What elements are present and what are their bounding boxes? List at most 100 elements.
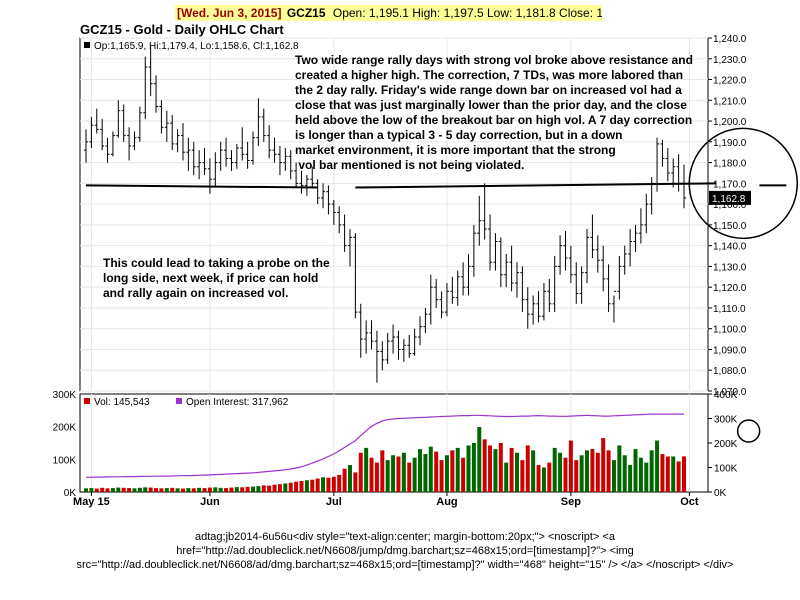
volume-bar bbox=[364, 447, 369, 492]
volume-bar bbox=[568, 440, 573, 492]
volume-bar bbox=[655, 440, 660, 492]
volume-bar bbox=[418, 449, 423, 492]
volume-bar bbox=[84, 488, 88, 492]
annotation-top-line: is longer than a typical 3 - 5 day corre… bbox=[295, 128, 623, 142]
x-tick-label: Aug bbox=[436, 496, 457, 508]
volume-bar bbox=[660, 454, 665, 492]
price-tick-label: 1,140.0 bbox=[713, 242, 747, 253]
volume-bar bbox=[105, 488, 110, 492]
x-tick-label: Jun bbox=[200, 496, 220, 508]
annotation-top-line: the 2 day rally. Friday's wide range dow… bbox=[295, 83, 682, 97]
price-tick-label: 1,180.0 bbox=[713, 159, 747, 170]
volume-bar bbox=[288, 482, 293, 492]
volume-bar bbox=[547, 462, 552, 492]
volume-bar bbox=[628, 465, 633, 492]
volume-bar bbox=[428, 446, 433, 492]
price-tick-label: 1,170.0 bbox=[713, 179, 747, 190]
volume-bar bbox=[116, 487, 121, 492]
price-tick-label: 1,160.0 bbox=[713, 200, 747, 211]
volume-bar bbox=[536, 465, 541, 492]
volume-bar bbox=[100, 487, 105, 492]
volume-bar bbox=[665, 456, 670, 492]
volume-bar bbox=[595, 452, 600, 492]
price-tick-label: 1,240.0 bbox=[713, 34, 747, 45]
volume-bar bbox=[180, 488, 185, 492]
volume-bar bbox=[574, 460, 579, 492]
highlight-circle-price bbox=[688, 127, 799, 240]
volume-bar bbox=[347, 465, 352, 492]
volume-bar bbox=[213, 487, 218, 492]
price-tick-label: 1,070.0 bbox=[713, 387, 747, 398]
volume-bar bbox=[444, 455, 449, 492]
highlight-circle-volume bbox=[736, 419, 761, 443]
price-legend-swatch bbox=[84, 42, 90, 48]
volume-bar bbox=[137, 487, 142, 492]
volume-bar bbox=[541, 467, 546, 492]
volume-left-tick-label: 0K bbox=[64, 488, 77, 499]
volume-bar bbox=[606, 450, 611, 492]
volume-right-tick-label: 300K bbox=[714, 415, 738, 426]
volume-bar bbox=[401, 452, 406, 492]
price-tick-label: 1,220.0 bbox=[713, 76, 747, 87]
volume-bar bbox=[385, 460, 390, 492]
volume-bar bbox=[89, 488, 94, 492]
price-tick-label: 1,120.0 bbox=[713, 283, 747, 294]
volume-bar bbox=[622, 455, 627, 492]
x-tick-label: May 15 bbox=[73, 496, 110, 508]
resistance-line bbox=[355, 182, 717, 189]
annotation-top-line: Two wide range rally days with strong vo… bbox=[295, 53, 693, 67]
volume-bar bbox=[283, 483, 288, 492]
volume-bar bbox=[407, 462, 412, 492]
volume-bar bbox=[423, 454, 428, 492]
x-tick-label: Jul bbox=[326, 496, 342, 508]
volume-bar bbox=[299, 480, 304, 492]
volume-bar bbox=[601, 438, 606, 492]
volume-bar bbox=[504, 462, 509, 492]
price-tick-label: 1,210.0 bbox=[713, 96, 747, 107]
resistance-line bbox=[85, 184, 318, 189]
chart-title: GCZ15 - Gold - Daily OHLC Chart bbox=[80, 22, 284, 37]
volume-bar bbox=[369, 457, 374, 492]
volume-bar bbox=[450, 450, 455, 492]
price-legend: Op:1,165.9, Hi:1,179.4, Lo:1,158.6, Cl:1… bbox=[94, 41, 299, 52]
volume-bar bbox=[94, 488, 99, 492]
volume-bar bbox=[579, 455, 584, 492]
volume-bar bbox=[493, 449, 498, 492]
volume-bar bbox=[552, 447, 557, 492]
volume-bar bbox=[466, 445, 471, 492]
ad-tag-footer: adtag;jb2014-6u56u<div style="text-align… bbox=[76, 531, 734, 571]
annotation-mid-line: long side, next week, if price can hold bbox=[103, 271, 319, 285]
volume-bar bbox=[488, 445, 493, 492]
volume-bar bbox=[391, 455, 396, 492]
volume-left-tick-label: 200K bbox=[53, 423, 77, 434]
volume-bar bbox=[304, 480, 309, 492]
x-tick-label: Sep bbox=[561, 496, 581, 508]
volume-bar bbox=[170, 487, 175, 492]
price-tick-label: 1,150.0 bbox=[713, 221, 747, 232]
volume-bar bbox=[321, 477, 326, 492]
volume-bar bbox=[267, 485, 272, 492]
annotation-mid-line: and rally again on increased vol. bbox=[103, 286, 289, 300]
volume-bar bbox=[498, 443, 503, 492]
volume-bar bbox=[326, 477, 331, 492]
price-tick-label: 1,090.0 bbox=[713, 345, 747, 356]
volume-bar bbox=[434, 451, 439, 492]
open-interest-line bbox=[85, 413, 684, 478]
volume-bar bbox=[234, 487, 239, 492]
annotation-top-line: created a higher high. The correction, 7… bbox=[295, 68, 684, 82]
ohlc-chart: 1,070.0 1,080.0 1,090.0 1,100.0 1,110.0 1,120… bbox=[53, 34, 799, 508]
volume-left-tick-label: 300K bbox=[53, 390, 77, 401]
volume-bar bbox=[514, 452, 519, 492]
volume-bar bbox=[633, 449, 638, 492]
volume-bar bbox=[590, 449, 595, 492]
volume-bar bbox=[310, 479, 315, 492]
price-tick-label: 1,080.0 bbox=[713, 366, 747, 377]
volume-bar bbox=[132, 488, 137, 492]
annotation-top-line: close that was just marginally lower tha… bbox=[295, 98, 687, 112]
volume-bar bbox=[644, 462, 649, 492]
volume-bar bbox=[531, 450, 536, 492]
annotation-top-line: market environment, it is more important… bbox=[295, 143, 616, 157]
volume-bar bbox=[380, 450, 385, 492]
price-tick-label: 1,130.0 bbox=[713, 262, 747, 273]
annotation-top-line: held above the low of the breakout bar o… bbox=[295, 113, 693, 127]
